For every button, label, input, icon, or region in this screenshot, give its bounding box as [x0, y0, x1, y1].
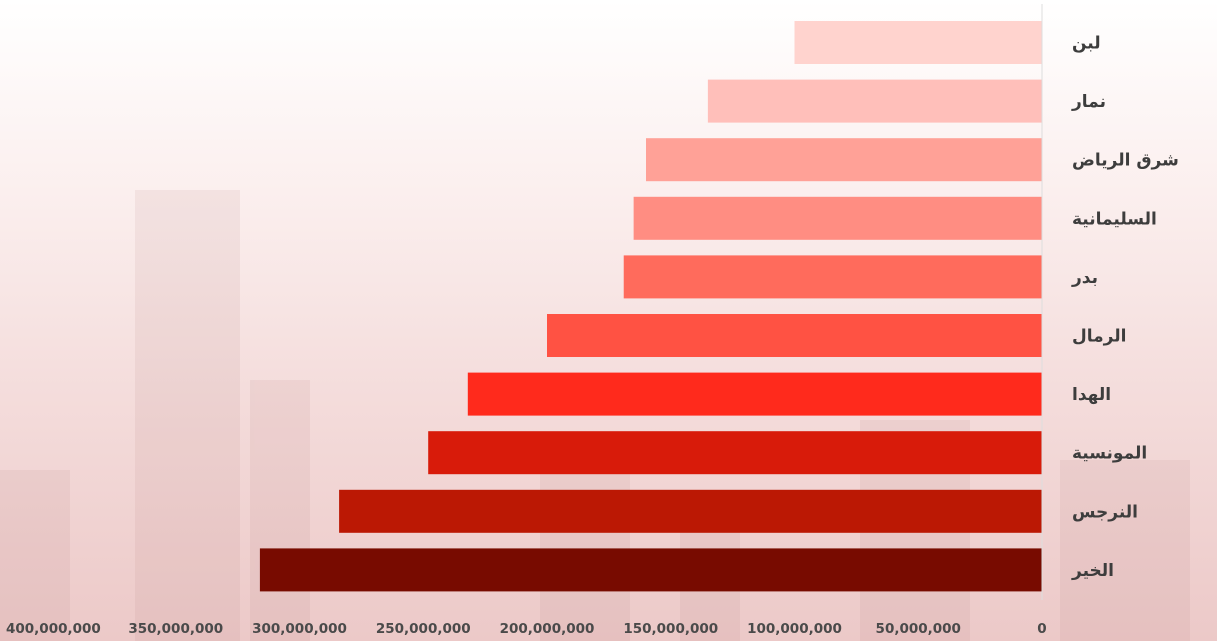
x-tick-label: 400,000,000: [6, 621, 101, 637]
category-labels: لبن نمار شرق الرياض السليمانية بدر الرمال الهد…: [1071, 34, 1179, 581]
bar-8: [339, 489, 1043, 533]
bar-2: [646, 138, 1042, 182]
category-label: النرجس: [1072, 502, 1138, 522]
category-label: المونسية: [1072, 444, 1147, 464]
x-tick-label: 100,000,000: [747, 621, 842, 637]
x-tick-label: 0: [1037, 621, 1046, 637]
x-tick-label: 250,000,000: [376, 621, 471, 637]
category-label: الهدا: [1072, 385, 1111, 405]
x-tick-label: 350,000,000: [128, 621, 223, 637]
category-label: شرق الرياض: [1072, 151, 1179, 171]
bar-5: [547, 314, 1042, 357]
category-label: الخير: [1071, 561, 1114, 581]
x-tick-labels: 0 50,000,000 100,000,000 150,000,000 200,000…: [6, 621, 1047, 637]
x-tick-label: 200,000,000: [500, 621, 595, 637]
category-label: السليمانية: [1072, 209, 1157, 229]
bar-1: [707, 79, 1042, 123]
category-label: نمار: [1071, 92, 1106, 112]
x-tick-label: 300,000,000: [252, 621, 347, 637]
category-label: لبن: [1072, 34, 1101, 54]
bar-9: [259, 548, 1042, 592]
bars-group: [259, 21, 1043, 592]
category-label: بدر: [1071, 268, 1098, 288]
x-tick-label: 50,000,000: [876, 621, 961, 637]
bar-6: [467, 372, 1042, 416]
bar-0: [794, 21, 1042, 64]
bar-3: [633, 196, 1042, 240]
bar-4: [623, 255, 1042, 299]
bar-7: [428, 431, 1042, 475]
category-label: الرمال: [1072, 327, 1126, 347]
x-tick-label: 150,000,000: [623, 621, 718, 637]
